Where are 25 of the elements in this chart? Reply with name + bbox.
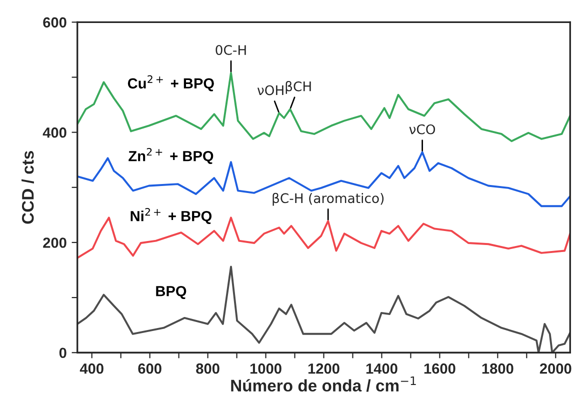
series-label: Ni$^{2+}$ + BPQ <box>130 208 212 224</box>
y-tick-label: 400 <box>42 127 66 138</box>
y-axis-title: CCD / cts <box>22 151 34 224</box>
x-tick-label: 400 <box>80 363 104 374</box>
x-tick-label: 600 <box>138 363 162 374</box>
line-series <box>77 72 570 142</box>
annotation: νOH <box>257 85 284 96</box>
annotation: νCO <box>409 124 436 134</box>
y-tick-label: 200 <box>43 238 66 248</box>
annotation: βCH <box>286 81 311 94</box>
x-tick-label: 1800 <box>482 363 514 374</box>
y-tick-label: 600 <box>43 17 66 28</box>
y-tick-label: 0 <box>59 348 66 358</box>
x-tick-label: 1400 <box>366 363 398 374</box>
x-tick-label: 1000 <box>250 363 282 374</box>
x-tick-label: 800 <box>196 363 220 374</box>
x-tick-label: 2000 <box>540 363 572 374</box>
annotation: 0C-H <box>216 45 246 55</box>
x-tick-label: 1600 <box>424 363 456 374</box>
x-tick-label: 1200 <box>308 363 340 374</box>
series-label: Cu$^{2+}$ + BPQ <box>128 75 214 92</box>
x-axis-title: Número de onda / cm$^{−1}$ <box>231 376 416 392</box>
series-label: Zn$^{2+}$ + BPQ <box>128 148 214 164</box>
series-label: BPQ <box>156 286 186 300</box>
annotation: βC-H (aromatico) <box>272 192 384 206</box>
